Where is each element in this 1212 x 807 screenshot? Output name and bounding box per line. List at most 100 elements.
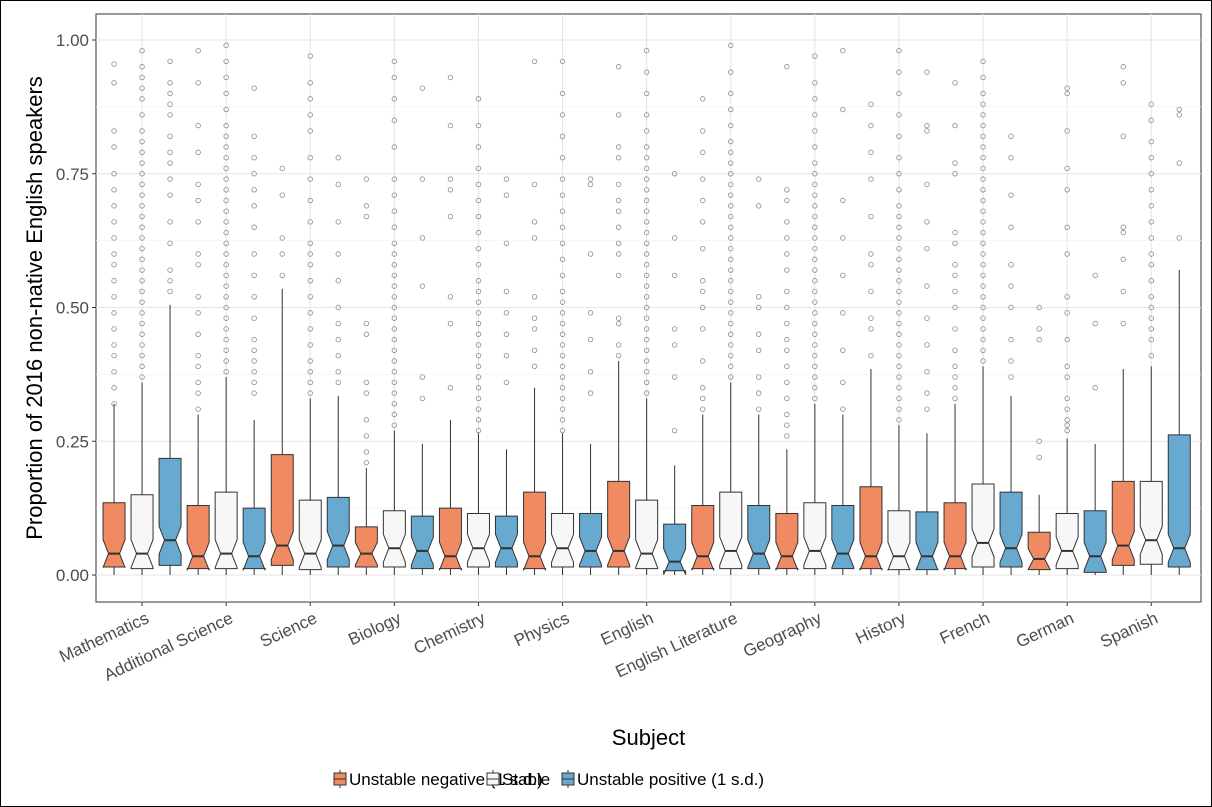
outlier-point (391, 262, 398, 268)
box-group (438, 74, 462, 575)
outlier-point (111, 401, 117, 407)
outlier-point (728, 245, 734, 252)
outlier-point (980, 154, 986, 161)
outlier-point (475, 299, 482, 305)
outlier-point (195, 406, 201, 412)
outlier-point (643, 283, 650, 289)
outlier-point (139, 203, 145, 209)
box-group (1111, 64, 1135, 575)
outlier-point (111, 203, 117, 209)
outlier-point (700, 304, 706, 311)
box (1111, 480, 1135, 566)
outlier-point (615, 342, 622, 348)
outlier-point (195, 363, 201, 370)
outlier-point (896, 288, 902, 295)
box (158, 457, 182, 566)
outlier-point (363, 449, 370, 455)
box (494, 515, 518, 568)
outlier-point (896, 154, 902, 161)
outlier-point (615, 315, 622, 321)
outlier-point (924, 219, 930, 225)
outlier-point (980, 58, 986, 65)
outlier-point (307, 358, 313, 364)
outlier-point (812, 181, 818, 188)
outlier-point (391, 58, 398, 65)
box-group (1027, 304, 1051, 575)
box (270, 454, 294, 566)
outlier-point (615, 64, 622, 70)
outlier-point (700, 385, 706, 391)
outlier-point (980, 262, 986, 268)
outlier-point (756, 294, 762, 300)
outlier-point (728, 320, 734, 327)
outlier-point (980, 133, 986, 139)
outlier-point (1120, 288, 1126, 295)
outlier-point (1064, 294, 1070, 300)
outlier-point (223, 315, 229, 321)
outlier-point (1036, 304, 1042, 311)
outlier-point (896, 187, 902, 193)
outlier-point (952, 288, 958, 295)
outlier-point (896, 267, 902, 273)
y-tick-label: 0.25 (56, 432, 89, 451)
outlier-point (1176, 106, 1182, 113)
outlier-point (1120, 256, 1126, 263)
outlier-point (251, 379, 257, 386)
outlier-point (223, 219, 229, 225)
outlier-point (615, 352, 622, 359)
outlier-point (559, 208, 566, 214)
outlier-point (700, 406, 706, 412)
outlier-point (1148, 187, 1154, 193)
outlier-point (980, 144, 986, 150)
outlier-point (896, 213, 902, 220)
box (1055, 512, 1079, 570)
outlier-point (223, 326, 229, 332)
box (382, 510, 406, 568)
outlier-point (812, 278, 818, 284)
outlier-point (195, 251, 201, 257)
box-group (382, 58, 406, 575)
outlier-point (784, 320, 790, 327)
outlier-point (1036, 454, 1042, 460)
outlier-point (307, 342, 313, 348)
outlier-point (335, 278, 341, 284)
box (410, 515, 434, 570)
outlier-point (167, 112, 173, 118)
outlier-point (896, 256, 902, 263)
outlier-point (615, 240, 622, 246)
box (242, 507, 266, 571)
outlier-point (643, 315, 650, 321)
box-group (551, 58, 575, 575)
outlier-point (111, 80, 117, 86)
box-group (1139, 101, 1163, 575)
outlier-point (195, 379, 201, 386)
box (775, 512, 799, 571)
outlier-point (1176, 160, 1182, 166)
outlier-point (784, 251, 790, 257)
outlier-point (195, 80, 201, 86)
outlier-point (980, 347, 986, 353)
outlier-point (812, 245, 818, 252)
outlier-point (1120, 320, 1126, 327)
box (691, 504, 715, 571)
outlier-point (643, 165, 650, 172)
box-group (270, 165, 294, 575)
outlier-point (307, 128, 313, 134)
outlier-point (279, 235, 285, 241)
outlier-point (111, 235, 117, 241)
outlier-point (363, 433, 370, 439)
outlier-point (980, 283, 986, 289)
outlier-point (784, 267, 790, 273)
outlier-point (391, 390, 398, 396)
outlier-point (896, 235, 902, 241)
outlier-point (391, 347, 398, 353)
outlier-point (756, 406, 762, 412)
outlier-point (896, 90, 902, 97)
outlier-point (756, 390, 762, 396)
outlier-point (980, 304, 986, 311)
outlier-point (784, 422, 790, 428)
outlier-point (419, 85, 426, 91)
outlier-point (279, 165, 285, 172)
